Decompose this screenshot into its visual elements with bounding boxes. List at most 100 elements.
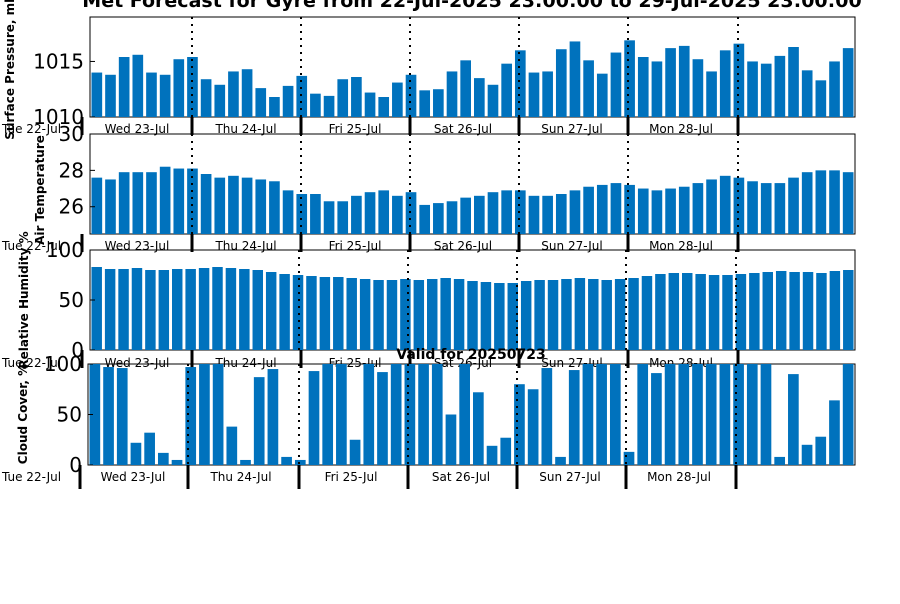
bar — [501, 190, 512, 234]
bar — [583, 60, 594, 117]
bar — [104, 269, 116, 350]
bar — [719, 364, 731, 465]
bar — [255, 179, 267, 234]
y-tick-label: 100 — [44, 352, 82, 376]
bar — [118, 269, 129, 350]
bar — [105, 74, 116, 117]
bar — [520, 281, 532, 350]
bar — [596, 73, 608, 117]
bar — [692, 59, 704, 117]
bar — [829, 271, 841, 350]
bar — [596, 184, 608, 234]
bar — [116, 368, 128, 465]
bar — [185, 367, 197, 465]
bar — [199, 364, 210, 465]
bar — [651, 61, 663, 117]
bar — [651, 373, 662, 465]
bar — [228, 71, 239, 117]
bar — [815, 170, 827, 234]
chart-title: Met Forecast for Gyre from 22-Jul-2025 2… — [82, 0, 861, 12]
bar — [351, 195, 362, 234]
bar — [446, 71, 458, 117]
bar — [582, 364, 594, 465]
bar — [240, 459, 251, 465]
bar — [333, 277, 344, 350]
bar — [171, 459, 183, 465]
bar — [641, 276, 653, 350]
bar — [323, 201, 335, 234]
bar — [269, 97, 280, 117]
bar — [802, 272, 814, 350]
bar — [373, 280, 384, 350]
bar — [446, 201, 458, 234]
valid-date-label: Valid for 20250723 — [396, 347, 545, 363]
y-tick-label: 1010 — [33, 105, 84, 129]
bar — [241, 177, 253, 234]
y-axis-label: Air Temperature — [33, 135, 47, 245]
bar — [419, 204, 431, 234]
bar — [637, 188, 649, 234]
bar — [528, 72, 540, 117]
bar — [561, 279, 572, 350]
bar — [413, 280, 425, 350]
bar — [665, 188, 676, 234]
bar — [91, 267, 102, 350]
bar — [514, 50, 526, 118]
bar — [172, 269, 183, 350]
bar — [555, 194, 567, 234]
bar — [760, 63, 772, 117]
bar — [460, 60, 471, 117]
bar — [474, 78, 485, 117]
bar — [762, 272, 773, 350]
bar — [775, 271, 787, 350]
bar — [323, 95, 335, 117]
bar — [212, 267, 223, 350]
bar — [130, 442, 142, 465]
bar — [431, 364, 443, 465]
bar — [842, 364, 854, 465]
bar — [118, 57, 130, 117]
bar — [474, 195, 485, 234]
bar — [440, 278, 451, 350]
bar — [185, 269, 196, 350]
bar — [146, 172, 157, 234]
bar — [507, 283, 518, 350]
bar — [146, 72, 157, 117]
bar — [306, 276, 317, 350]
bar — [351, 77, 362, 117]
bar — [460, 197, 471, 234]
bar — [225, 268, 237, 350]
bar — [487, 84, 499, 117]
bar — [614, 279, 626, 350]
bar — [678, 186, 690, 234]
bar — [760, 183, 772, 234]
bar — [843, 270, 854, 350]
day-label: Wed 23-Jul — [105, 356, 170, 370]
day-label: Sun 27-Jul — [539, 470, 600, 484]
bar — [392, 195, 403, 234]
bar — [364, 92, 376, 117]
bar — [433, 203, 444, 234]
y-tick-label: 28 — [59, 158, 84, 182]
bar — [733, 364, 744, 465]
bar — [294, 459, 306, 465]
bar — [173, 168, 185, 234]
day-label: Mon 28-Jul — [649, 122, 713, 136]
bar — [144, 432, 155, 465]
bar — [735, 274, 747, 350]
bar — [173, 59, 185, 117]
bar — [583, 186, 594, 234]
panel-axes-box — [89, 133, 856, 235]
bar — [568, 370, 580, 465]
day-label: Thu 24-Jul — [214, 239, 276, 253]
bar — [404, 364, 416, 465]
bar — [601, 280, 612, 350]
bar — [433, 89, 444, 117]
bar — [337, 201, 349, 234]
bar — [514, 384, 525, 465]
bar — [255, 88, 267, 117]
